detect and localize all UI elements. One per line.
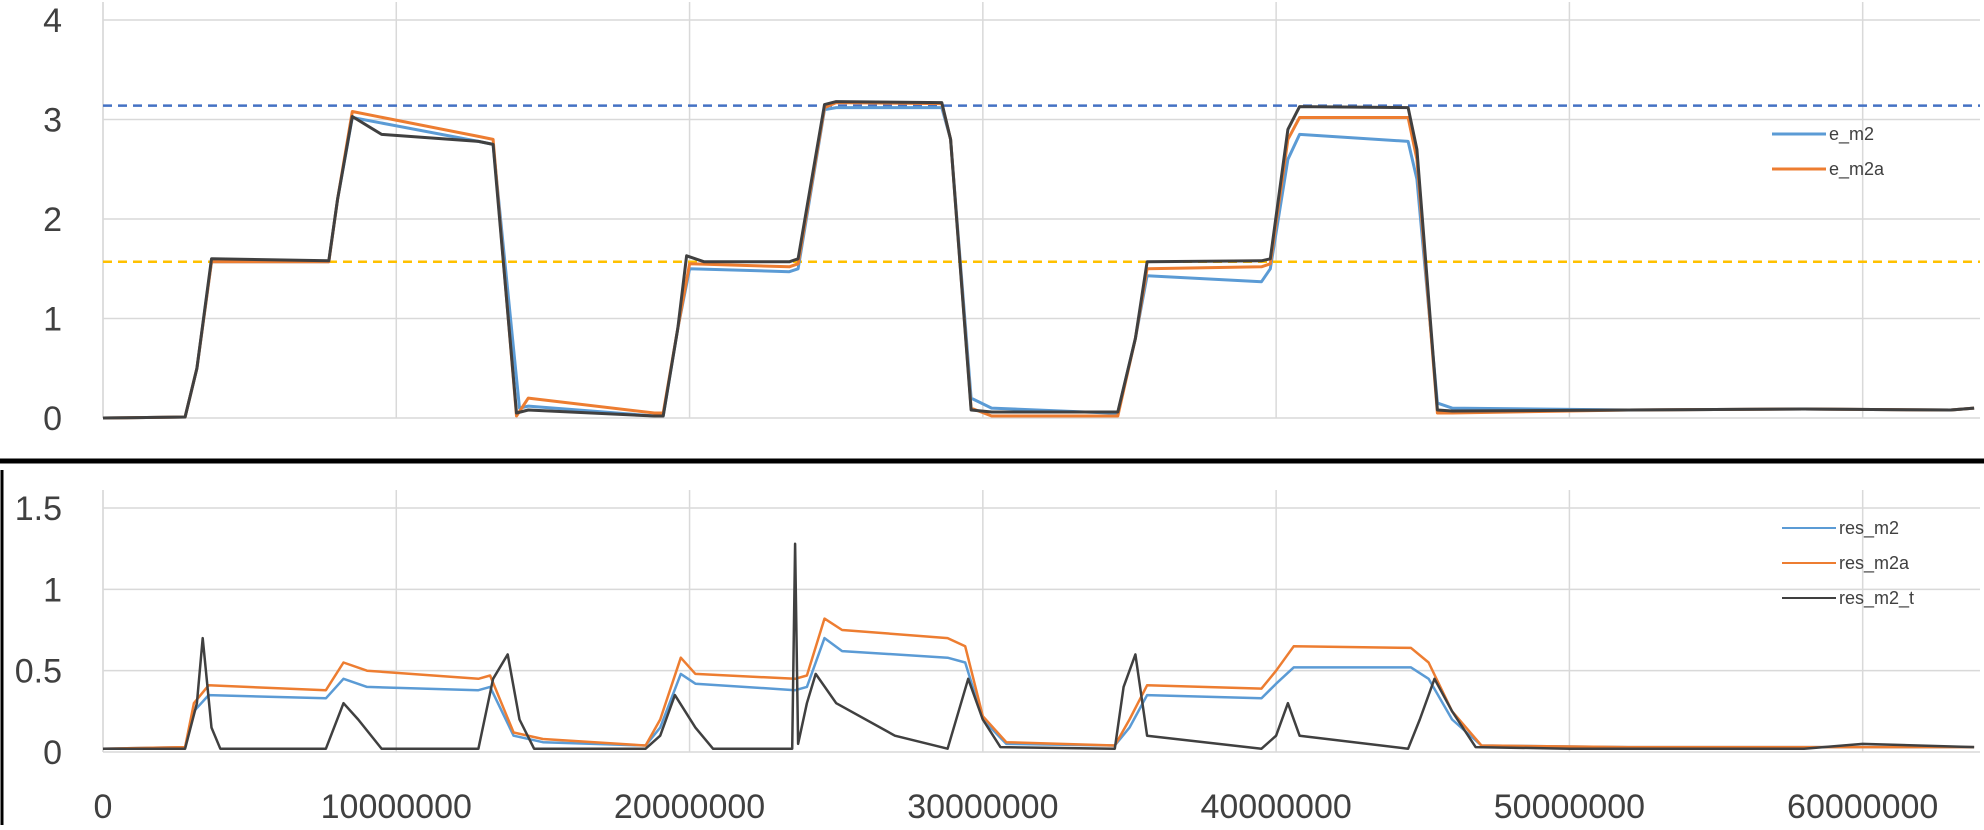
top-y-tick-label: 1 — [43, 301, 62, 339]
x-tick-label: 0 — [94, 788, 113, 825]
bottom-y-tick-label: 1 — [43, 571, 62, 609]
x-tick-label: 10000000 — [321, 788, 472, 825]
x-tick-label: 40000000 — [1200, 788, 1351, 825]
x-tick-label: 60000000 — [1787, 788, 1938, 825]
bottom-y-tick-label: 1.5 — [15, 490, 62, 528]
top-legend-label: e_m2 — [1829, 124, 1874, 145]
x-tick-label: 30000000 — [907, 788, 1058, 825]
x-tick-label: 50000000 — [1494, 788, 1645, 825]
top-y-tick-label: 3 — [43, 102, 62, 140]
top-series-line-2 — [102, 101, 1975, 420]
top-series-line-3 — [102, 100, 1975, 420]
x-tick-label: 20000000 — [614, 788, 765, 825]
top-y-tick-label: 0 — [43, 400, 62, 438]
bottom-series-line-1 — [102, 636, 1975, 750]
bottom-legend-label: res_m2 — [1839, 518, 1899, 539]
bottom-series-line-3 — [103, 542, 1975, 750]
bottom-legend-label: res_m2a — [1839, 553, 1910, 574]
top-legend-label: e_m2a — [1829, 159, 1885, 180]
bottom-series-line-2 — [102, 617, 1975, 750]
bottom-y-tick-label: 0.5 — [15, 653, 62, 691]
top-y-tick-label: 2 — [43, 201, 62, 239]
top-y-tick-label: 4 — [43, 2, 62, 40]
bottom-y-tick-label: 0 — [43, 734, 62, 772]
bottom-legend-label: res_m2_t — [1839, 588, 1914, 609]
